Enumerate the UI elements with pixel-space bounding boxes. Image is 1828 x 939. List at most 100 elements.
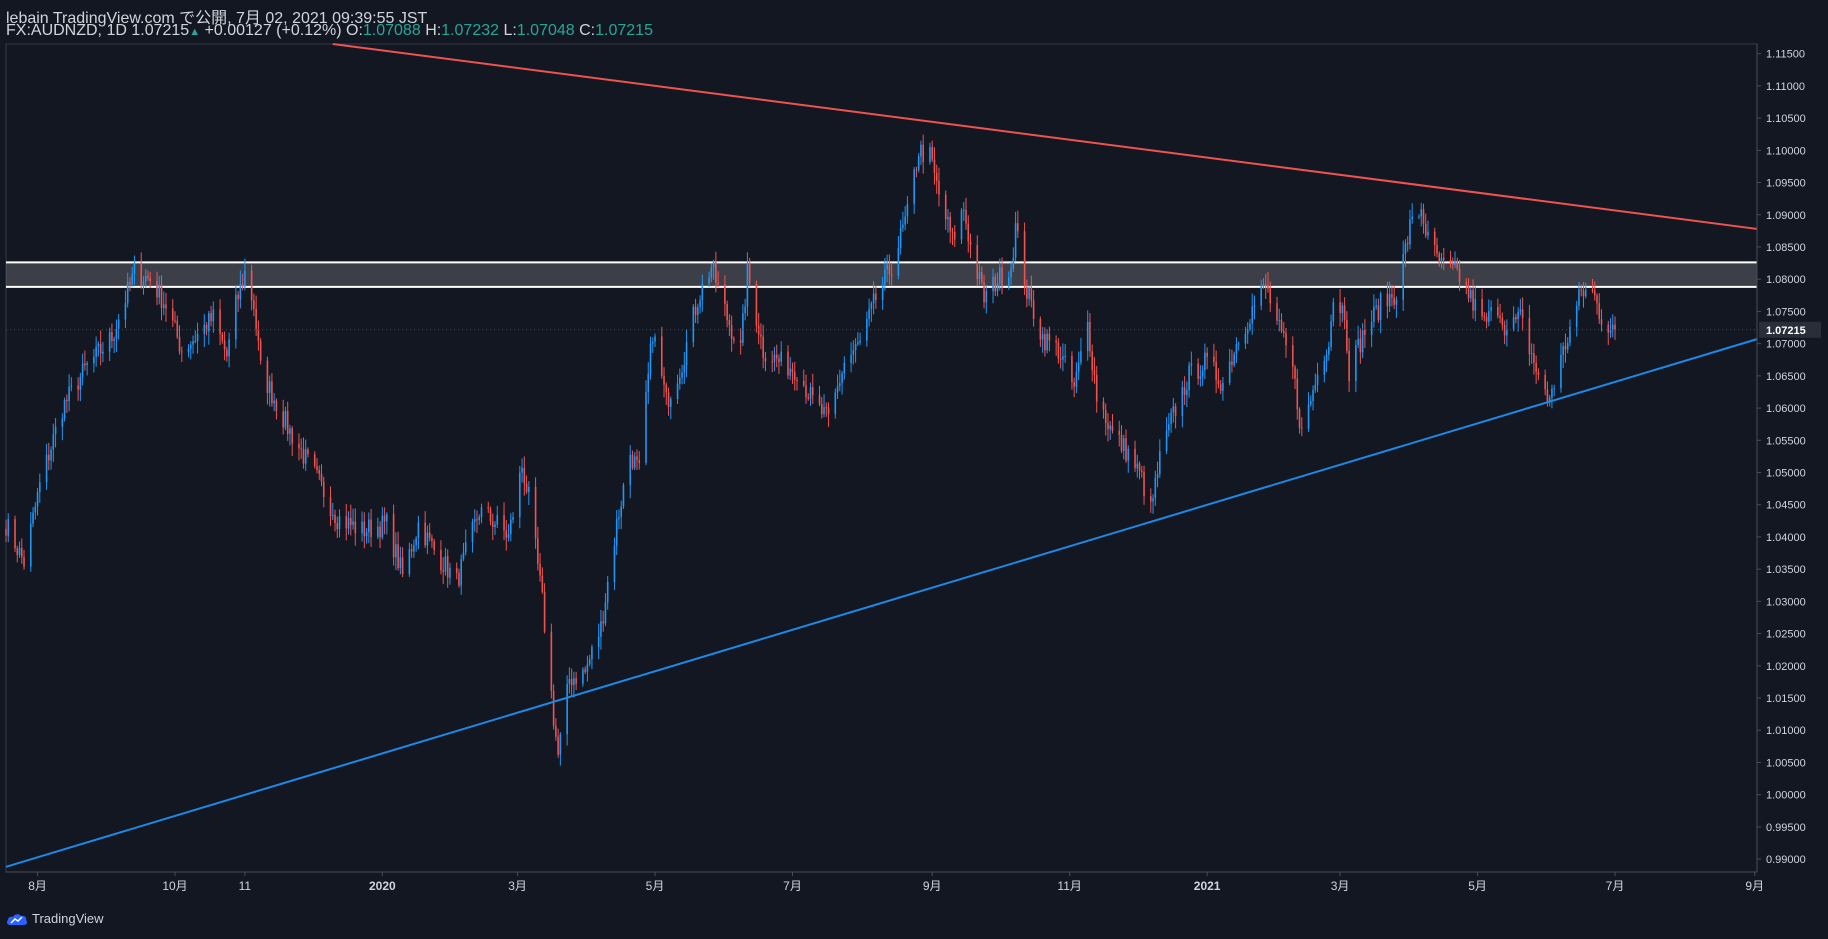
y-tick-label: 1.00500 xyxy=(1766,757,1806,769)
candle-body xyxy=(1375,305,1377,307)
candle-body xyxy=(455,568,458,573)
y-tick-label: 1.01500 xyxy=(1766,693,1806,705)
candle-body xyxy=(953,231,956,240)
candle-body xyxy=(773,354,776,362)
candle-body xyxy=(944,194,947,220)
candle-body xyxy=(665,384,668,393)
symbol-ohlc-legend: FX:AUDNZD, 1D 1.07215▲ +0.00127 (+0.12%)… xyxy=(6,22,653,40)
support-trendline[interactable] xyxy=(5,338,1758,868)
candle-body xyxy=(291,428,293,444)
candle-body xyxy=(938,180,940,195)
candle-body xyxy=(66,399,68,402)
candle-body xyxy=(1436,244,1438,254)
candle-body xyxy=(1159,451,1161,475)
candle-body xyxy=(1582,290,1585,297)
candle-body xyxy=(1314,384,1317,390)
candle-body xyxy=(1546,389,1549,402)
candle-body xyxy=(850,354,852,364)
candle-body xyxy=(602,621,604,624)
candle-body xyxy=(408,549,411,575)
candle-body xyxy=(496,515,499,525)
candle-body xyxy=(805,385,807,398)
candle-body xyxy=(575,678,577,684)
candle-body xyxy=(271,381,273,404)
candle-body xyxy=(257,328,260,342)
tradingview-brand[interactable]: TradingView xyxy=(6,911,104,926)
candle-body xyxy=(606,581,609,603)
y-tick-label: 1.09000 xyxy=(1766,210,1806,222)
resistance-zone[interactable] xyxy=(6,262,1757,287)
x-tick-label: 11月 xyxy=(1057,879,1081,893)
candle-body xyxy=(604,602,607,624)
y-tick-label: 1.08500 xyxy=(1766,242,1806,254)
candle-body xyxy=(1506,328,1508,336)
candle-body xyxy=(573,678,575,686)
candle-body xyxy=(417,522,420,539)
candle-body xyxy=(778,358,780,362)
candle-body xyxy=(36,492,39,507)
candle-body xyxy=(476,519,478,521)
candle-body xyxy=(1269,288,1272,304)
candle-body xyxy=(618,517,620,519)
candle-body xyxy=(111,332,113,342)
candle-body xyxy=(142,281,145,286)
high-value: 1.07232 xyxy=(441,22,500,39)
candle-body xyxy=(84,363,86,366)
candle-body xyxy=(1102,401,1105,410)
candle-body xyxy=(1109,425,1112,430)
candle-body xyxy=(1278,319,1281,321)
candle-body xyxy=(460,558,463,586)
candle-body xyxy=(331,514,334,517)
candle-body xyxy=(568,679,571,684)
candle-body xyxy=(1149,496,1152,502)
candle-body xyxy=(1219,384,1222,391)
candle-body xyxy=(679,377,681,384)
candle-body xyxy=(1008,276,1010,287)
candle-body xyxy=(1298,409,1301,428)
candle-body xyxy=(834,392,837,414)
candle-body xyxy=(458,572,460,586)
candle-body xyxy=(1440,257,1443,263)
candle-body xyxy=(401,557,404,575)
candle-body xyxy=(811,387,814,396)
candle-body xyxy=(1578,289,1580,306)
candle-body xyxy=(237,294,239,300)
candle-body xyxy=(739,340,742,343)
x-tick-label: 11 xyxy=(239,879,252,893)
candle-body xyxy=(600,621,602,637)
candle-body xyxy=(97,343,100,347)
candle-body xyxy=(1409,219,1411,245)
candle-body xyxy=(1046,333,1048,351)
candle-body xyxy=(1062,356,1064,360)
candle-body xyxy=(1127,448,1130,461)
candle-body xyxy=(1449,259,1452,263)
candle-body xyxy=(1528,317,1531,355)
candle-body xyxy=(744,306,746,314)
candle-body xyxy=(555,725,557,737)
candle-body xyxy=(1607,324,1610,333)
candle-body xyxy=(1433,231,1436,245)
candle-body xyxy=(591,646,593,660)
candle-body xyxy=(818,395,821,404)
candle-body xyxy=(1456,260,1459,269)
symbol-interval[interactable]: FX:AUDNZD, 1D xyxy=(6,22,127,39)
candle-body xyxy=(1251,306,1254,324)
candle-body xyxy=(935,172,938,181)
chart-pane[interactable] xyxy=(5,43,1758,873)
candle-body xyxy=(712,262,715,268)
candle-body xyxy=(1080,351,1082,363)
candle-body xyxy=(1379,293,1382,320)
candle-body xyxy=(1041,334,1044,340)
current-price-label: 1.07215 xyxy=(1766,325,1806,337)
candle-body xyxy=(266,360,269,393)
candle-body xyxy=(1609,329,1612,333)
candle-body xyxy=(424,522,426,546)
resistance-trendline[interactable] xyxy=(332,43,1758,230)
candle-body xyxy=(156,281,158,298)
candle-body xyxy=(273,400,275,404)
candle-body xyxy=(5,529,7,536)
candle-body xyxy=(724,284,726,305)
candle-body xyxy=(1512,317,1515,329)
candle-body xyxy=(1503,324,1506,336)
